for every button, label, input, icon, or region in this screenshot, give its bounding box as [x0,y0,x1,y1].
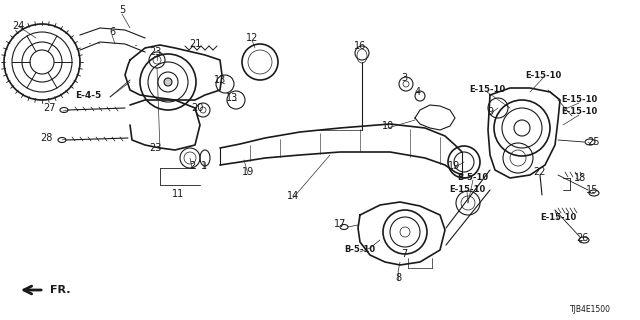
Text: 28: 28 [40,133,52,143]
Text: 10: 10 [382,121,394,131]
Text: 21: 21 [189,39,201,49]
Text: 23: 23 [149,47,161,57]
Text: 9: 9 [487,107,493,117]
Text: 4: 4 [415,87,421,97]
Text: E-15-10: E-15-10 [540,213,576,222]
Text: 20: 20 [191,103,203,113]
Text: FR.: FR. [50,285,70,295]
Text: 22: 22 [532,167,545,177]
Text: 7: 7 [401,249,407,259]
Text: 24: 24 [12,21,24,31]
Text: 23: 23 [149,143,161,153]
Text: 11: 11 [172,189,184,199]
Text: 14: 14 [287,191,299,201]
Text: B-5-10: B-5-10 [458,173,488,182]
Text: 8: 8 [395,273,401,283]
Text: 13: 13 [214,75,226,85]
Text: 27: 27 [44,103,56,113]
Text: 26: 26 [576,233,588,243]
Text: E-15-10: E-15-10 [525,71,561,81]
Text: E-15-10: E-15-10 [449,186,485,195]
Text: 19: 19 [448,161,460,171]
Text: 1: 1 [201,161,207,171]
Text: 19: 19 [242,167,254,177]
Text: 17: 17 [334,219,346,229]
Text: 6: 6 [109,27,115,37]
Text: E-15-10: E-15-10 [561,95,597,105]
Text: 25: 25 [588,137,600,147]
Text: 13: 13 [226,93,238,103]
Text: 18: 18 [574,173,586,183]
Text: 16: 16 [354,41,366,51]
Text: E-15-10: E-15-10 [561,108,597,116]
Text: 2: 2 [189,161,195,171]
Text: 3: 3 [401,73,407,83]
Circle shape [164,78,172,86]
Text: 15: 15 [586,185,598,195]
Text: B-5-10: B-5-10 [344,245,376,254]
Text: 12: 12 [246,33,258,43]
Text: E-4-5: E-4-5 [75,91,101,100]
Text: TJB4E1500: TJB4E1500 [570,306,611,315]
Text: 5: 5 [119,5,125,15]
Text: E-15-10: E-15-10 [469,85,505,94]
